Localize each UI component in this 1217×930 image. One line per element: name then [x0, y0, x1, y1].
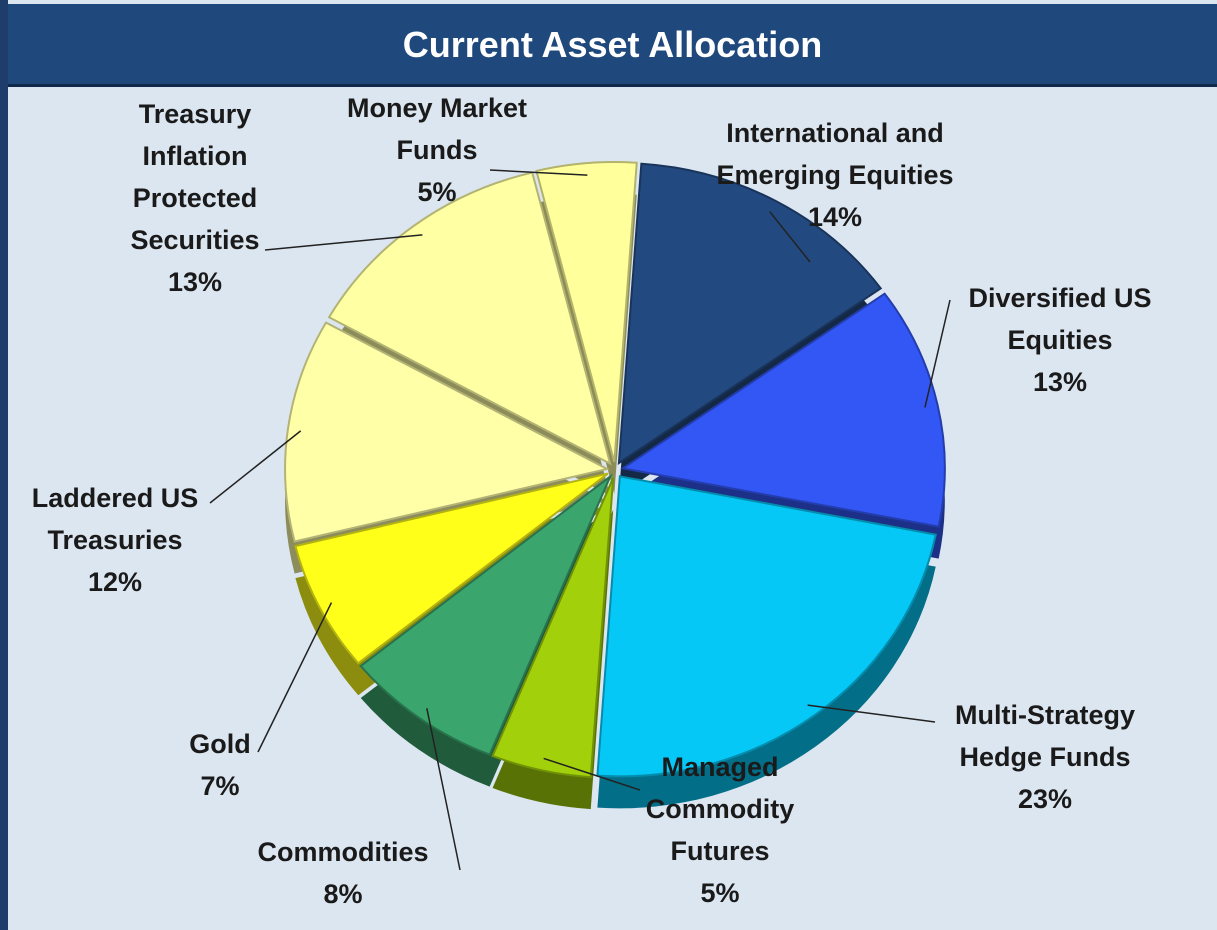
- category-label: Treasury Inflation Protected Securities: [130, 99, 260, 255]
- value-label: 23%: [1017, 784, 1073, 814]
- leader-line: [209, 430, 302, 504]
- category-label: Diversified US Equities: [968, 283, 1152, 355]
- slice: [535, 161, 638, 463]
- leader-line: [769, 211, 811, 263]
- leader-line: [257, 602, 333, 753]
- slice-label: Treasury Inflation Protected Securities 1…: [105, 93, 285, 303]
- slice-label: Commodities 8%: [233, 831, 453, 915]
- category-label: Managed Commodity Futures: [645, 752, 795, 866]
- slice-label: International and Emerging Equities 14%: [715, 112, 955, 238]
- leader-line: [924, 299, 951, 408]
- value-label: 8%: [323, 879, 363, 909]
- leader-line: [543, 757, 641, 791]
- slice: [620, 292, 946, 528]
- category-label: Commodities: [257, 837, 429, 867]
- category-label: Money Market Funds: [346, 93, 528, 165]
- value-label: 12%: [87, 567, 143, 597]
- slice-label: Multi-Strategy Hedge Funds 23%: [925, 694, 1165, 820]
- slice-label: Gold 7%: [160, 723, 280, 807]
- frame-edge: [0, 0, 8, 930]
- value-label: 13%: [1032, 367, 1088, 397]
- slice-label: Managed Commodity Futures 5%: [620, 746, 820, 914]
- value-label: 14%: [807, 202, 863, 232]
- category-label: International and Emerging Equities: [716, 118, 954, 190]
- value-label: 13%: [167, 267, 223, 297]
- slice-label: Money Market Funds 5%: [322, 87, 552, 213]
- slice: [617, 162, 883, 465]
- value-label: 5%: [417, 177, 457, 207]
- leader-line: [489, 169, 588, 176]
- value-label: 7%: [200, 771, 240, 801]
- slice: [294, 472, 609, 665]
- leader-line: [807, 704, 936, 723]
- slice: [327, 171, 612, 466]
- leader-line: [264, 234, 423, 251]
- leader-line: [426, 708, 461, 871]
- title-bar: Current Asset Allocation: [8, 4, 1217, 87]
- category-label: Multi-Strategy Hedge Funds: [954, 700, 1135, 772]
- slice: [491, 477, 615, 779]
- category-label: Gold: [189, 729, 251, 759]
- category-label: Laddered US Treasuries: [31, 483, 199, 555]
- slice: [596, 475, 937, 778]
- slice-label: Diversified US Equities 13%: [940, 277, 1180, 403]
- slice: [284, 321, 610, 543]
- slice: [359, 473, 613, 756]
- value-label: 5%: [700, 878, 740, 908]
- slice-label: Laddered US Treasuries 12%: [15, 477, 215, 603]
- chart-title: Current Asset Allocation: [402, 24, 823, 65]
